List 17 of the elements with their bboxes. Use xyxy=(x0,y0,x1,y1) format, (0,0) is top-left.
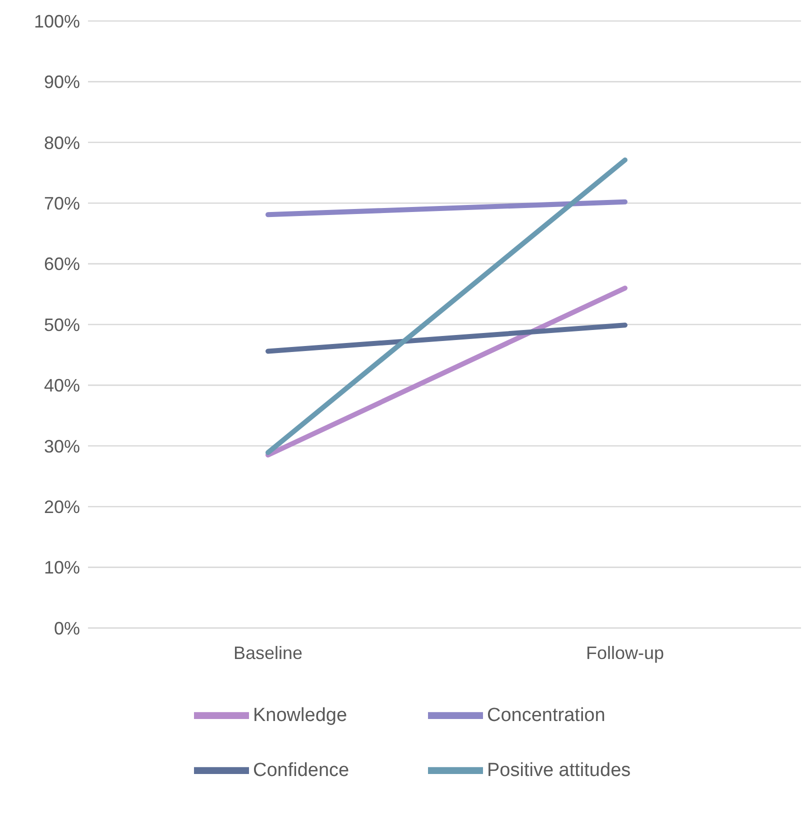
x-tick-label: Follow-up xyxy=(586,642,664,663)
y-tick-label: 80% xyxy=(44,132,80,153)
legend-label: Knowledge xyxy=(253,704,348,728)
y-tick-label: 20% xyxy=(44,496,80,517)
y-tick-label: 70% xyxy=(44,193,80,214)
y-tick-label: 30% xyxy=(44,436,80,456)
y-tick-label: 10% xyxy=(44,558,80,578)
y-tick-label: 40% xyxy=(44,376,80,396)
y-tick-label: 50% xyxy=(44,314,80,335)
y-tick-label: 0% xyxy=(54,618,80,638)
y-tick-label: 60% xyxy=(44,254,80,274)
legend-label: Confidence xyxy=(253,758,350,783)
legend-label: Concentration xyxy=(487,704,606,728)
legend-label: Positive attitudes xyxy=(487,758,632,783)
y-tick-label: 90% xyxy=(44,72,80,92)
x-tick-label: Baseline xyxy=(233,642,303,663)
y-tick-label: 100% xyxy=(34,11,80,32)
